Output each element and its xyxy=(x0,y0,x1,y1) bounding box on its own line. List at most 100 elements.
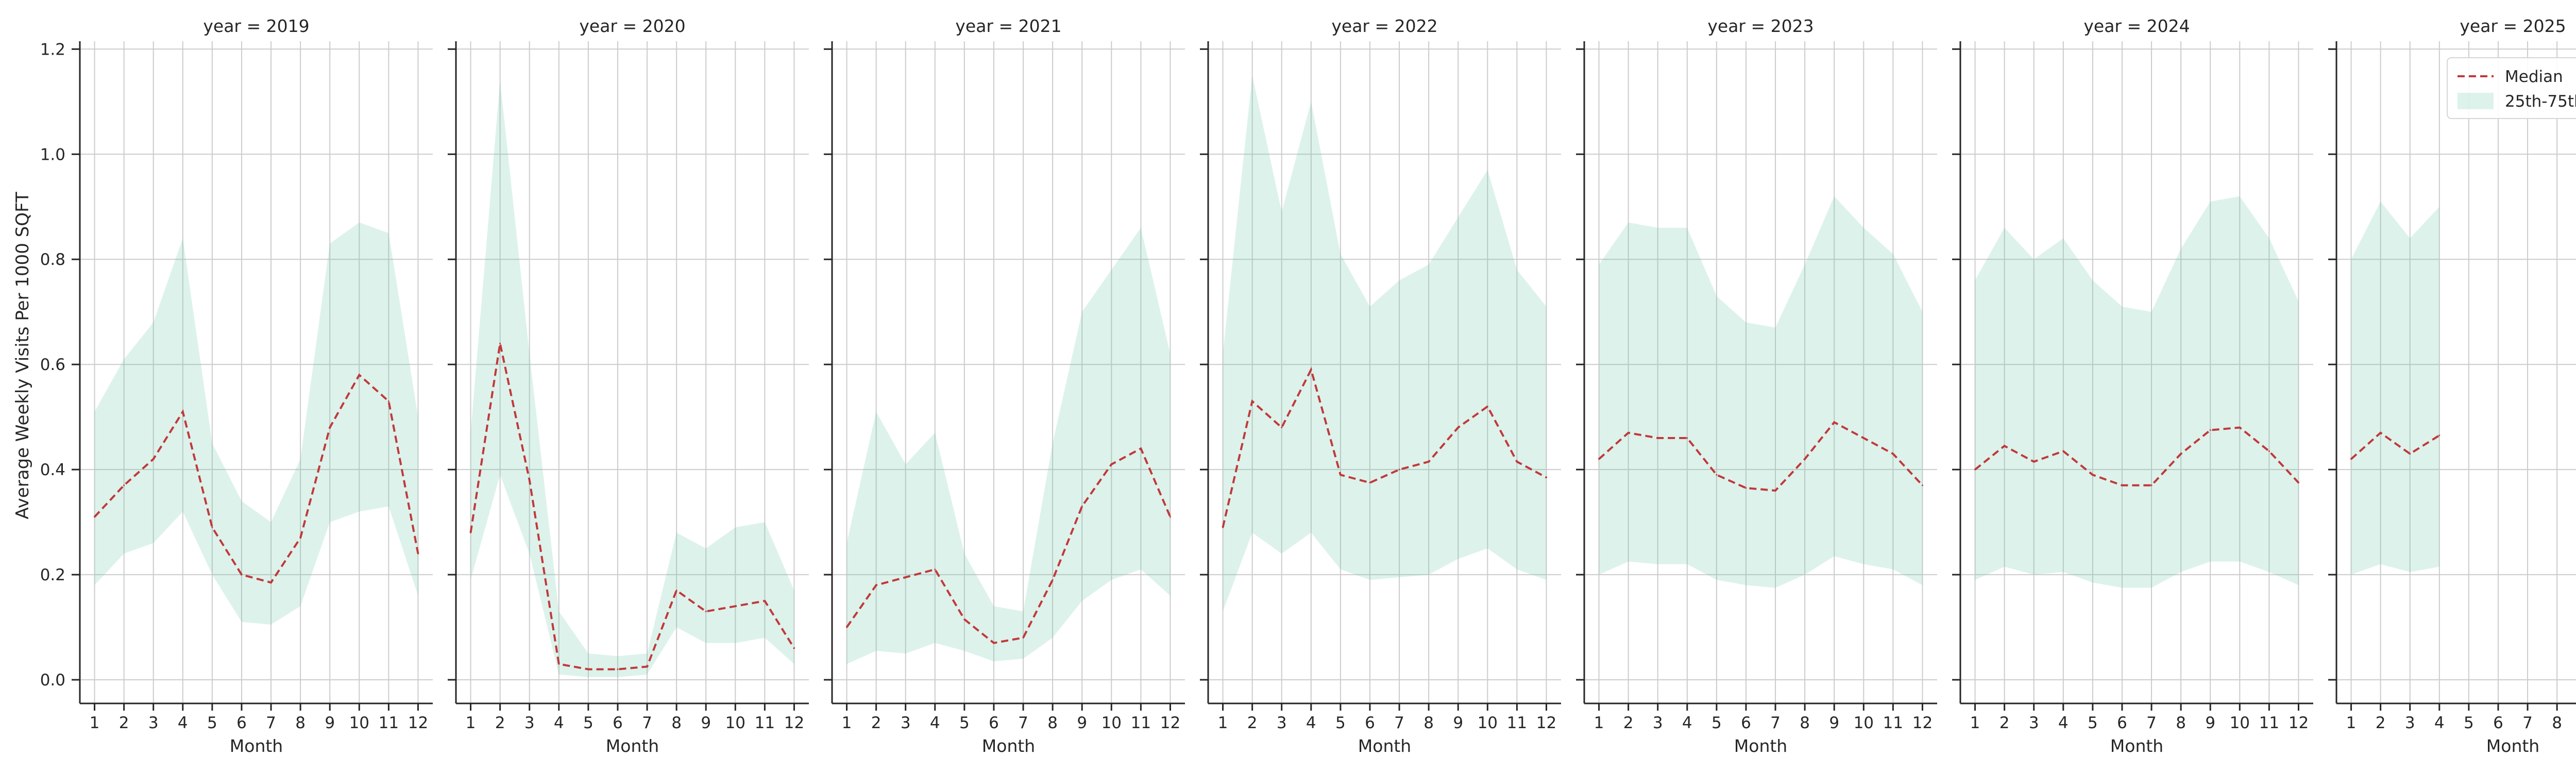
median-point xyxy=(470,532,472,534)
x-tick-label: 10 xyxy=(725,714,745,732)
y-tick-label: 0.0 xyxy=(40,671,65,690)
median-point xyxy=(2380,432,2382,434)
x-tick-label: 3 xyxy=(1277,714,1287,732)
x-axis-label: Month xyxy=(1358,736,1411,756)
median-point xyxy=(358,374,360,376)
median-point xyxy=(1974,468,1976,470)
x-tick-label: 1 xyxy=(1970,714,1980,732)
x-tick-label: 8 xyxy=(671,714,682,732)
median-point xyxy=(1340,474,1342,476)
x-tick-label: 8 xyxy=(1047,714,1058,732)
x-tick-label: 7 xyxy=(266,714,276,732)
x-tick-label: 2 xyxy=(1999,714,2010,732)
median-point xyxy=(2438,434,2441,436)
x-tick-label: 7 xyxy=(1394,714,1404,732)
median-point xyxy=(2209,429,2211,431)
x-tick-label: 8 xyxy=(2176,714,2186,732)
median-point xyxy=(1774,490,1776,492)
x-tick-label: 3 xyxy=(2405,714,2415,732)
median-point xyxy=(705,611,707,613)
median-point xyxy=(963,618,965,620)
panel-title: year = 2022 xyxy=(1331,16,1437,36)
legend-box xyxy=(2447,57,2576,119)
median-point xyxy=(499,342,501,344)
x-tick-label: 6 xyxy=(1741,714,1751,732)
median-point xyxy=(529,479,531,481)
median-point xyxy=(2121,484,2123,486)
percentile-band xyxy=(1975,196,2299,588)
x-tick-label: 5 xyxy=(207,714,217,732)
x-tick-label: 9 xyxy=(701,714,711,732)
x-tick-label: 8 xyxy=(1423,714,1434,732)
x-tick-label: 2 xyxy=(871,714,882,732)
median-point xyxy=(329,427,331,429)
x-tick-label: 12 xyxy=(408,714,428,732)
median-point xyxy=(2004,445,2006,447)
median-point xyxy=(734,605,736,607)
x-tick-label: 6 xyxy=(613,714,623,732)
median-point xyxy=(993,642,995,644)
median-point xyxy=(617,668,619,670)
x-tick-label: 10 xyxy=(1478,714,1498,732)
median-point xyxy=(1628,432,1630,434)
median-point xyxy=(1310,368,1312,371)
median-point xyxy=(875,584,877,586)
median-point xyxy=(764,600,766,602)
x-tick-label: 11 xyxy=(1883,714,1903,732)
x-tick-label: 2 xyxy=(1623,714,1634,732)
percentile-band xyxy=(1223,75,1547,612)
median-point xyxy=(2033,461,2035,463)
x-tick-label: 9 xyxy=(1829,714,1839,732)
median-point xyxy=(211,526,213,528)
x-tick-label: 1 xyxy=(1218,714,1228,732)
x-axis-label: Month xyxy=(2110,736,2163,756)
median-point xyxy=(2409,453,2411,455)
median-point xyxy=(646,666,648,668)
panel-title: year = 2025 xyxy=(2460,16,2566,36)
x-tick-label: 6 xyxy=(989,714,999,732)
x-tick-label: 7 xyxy=(1018,714,1028,732)
x-tick-label: 7 xyxy=(642,714,652,732)
median-point xyxy=(1140,447,1142,449)
y-tick-label: 1.0 xyxy=(40,145,65,164)
legend-band-swatch xyxy=(2458,93,2494,109)
median-point xyxy=(1745,487,1747,489)
x-tick-label: 11 xyxy=(1131,714,1151,732)
x-axis-label: Month xyxy=(2486,736,2539,756)
x-tick-label: 4 xyxy=(178,714,188,732)
x-tick-label: 6 xyxy=(236,714,247,732)
x-tick-label: 5 xyxy=(2088,714,2098,732)
x-tick-label: 3 xyxy=(901,714,911,732)
x-tick-label: 4 xyxy=(930,714,940,732)
median-point xyxy=(1921,484,1923,486)
median-point xyxy=(1110,463,1112,465)
median-point xyxy=(558,663,560,665)
median-point xyxy=(1281,427,1283,429)
median-point xyxy=(299,537,301,539)
x-tick-label: 4 xyxy=(554,714,564,732)
median-point xyxy=(152,458,155,460)
median-point xyxy=(2239,427,2241,429)
median-point xyxy=(1081,506,1083,508)
median-point xyxy=(182,411,184,413)
median-point xyxy=(1457,427,1459,429)
median-point xyxy=(846,626,848,628)
x-tick-label: 5 xyxy=(1711,714,1722,732)
x-tick-label: 8 xyxy=(1800,714,1810,732)
median-point xyxy=(2268,450,2270,452)
x-tick-label: 1 xyxy=(842,714,852,732)
x-tick-label: 4 xyxy=(1682,714,1692,732)
x-tick-label: 3 xyxy=(148,714,159,732)
legend-band-label: 25th-75th Percentile xyxy=(2505,92,2576,111)
panels: 0.00.20.40.60.81.01.21 2 3 4 5 6 7 8 9 10 11 12Mont… xyxy=(40,16,2576,756)
x-tick-label: 1 xyxy=(466,714,476,732)
median-point xyxy=(123,484,125,486)
x-tick-label: 9 xyxy=(1077,714,1087,732)
x-tick-label: 4 xyxy=(2058,714,2069,732)
x-tick-label: 2 xyxy=(495,714,505,732)
median-point xyxy=(587,668,589,670)
panel-1: 0.00.20.40.60.81.01.21 2 3 4 5 6 7 8 9 10 11 12Mont… xyxy=(40,16,433,756)
median-point xyxy=(934,568,936,570)
